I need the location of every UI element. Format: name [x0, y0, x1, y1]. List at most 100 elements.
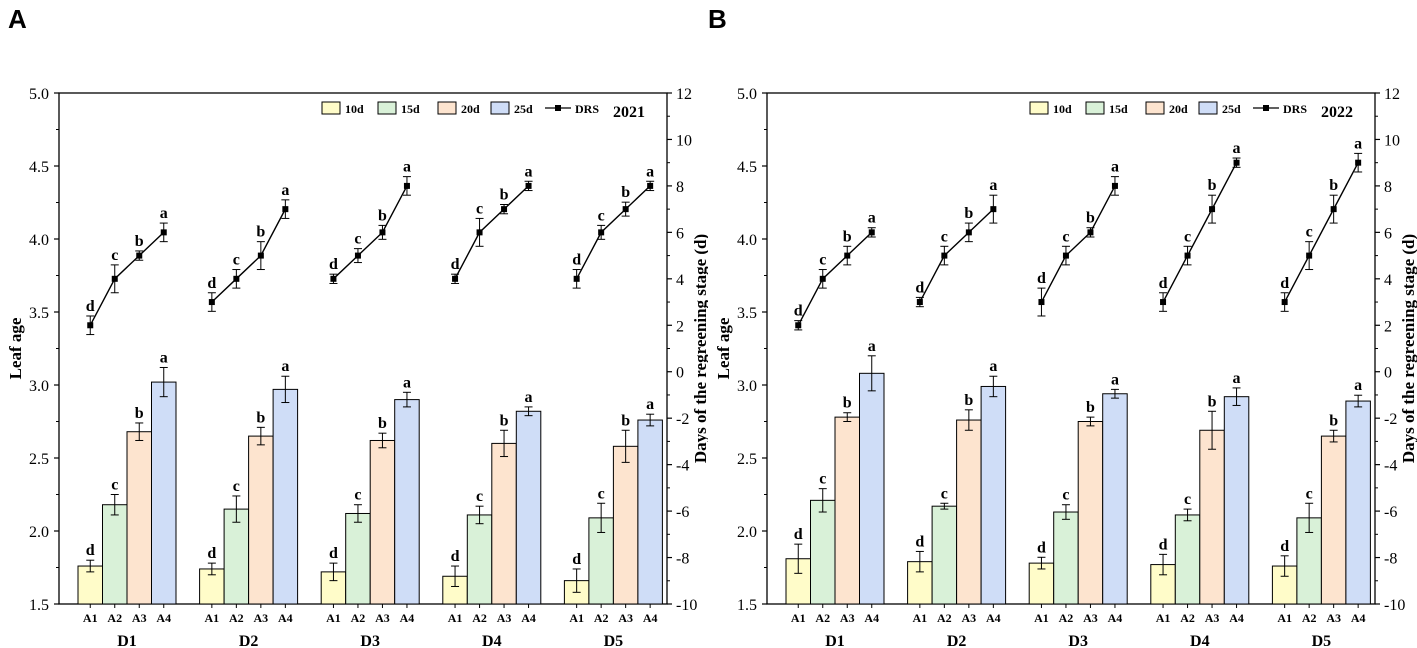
panel-label-b: B	[708, 4, 727, 34]
x-tick-label: A2	[1059, 611, 1074, 625]
drs-point	[208, 299, 215, 306]
x-tick-label: A4	[278, 611, 293, 625]
drs-line-D5	[576, 185, 651, 280]
left-tick-label: 5.0	[29, 86, 49, 103]
x-tick-label: A3	[1326, 611, 1341, 625]
right-tick-label: -2	[676, 411, 689, 428]
drs-significance-letter: a	[160, 205, 168, 222]
bar-significance-letter: b	[135, 405, 144, 422]
drs-significance-letter: b	[1329, 177, 1338, 194]
drs-point	[965, 229, 972, 236]
legend-swatch-25d	[490, 101, 510, 115]
drs-significance-letter: b	[621, 184, 630, 201]
bar-D5-A4	[637, 419, 663, 605]
right-tick-label: 12	[1384, 86, 1400, 103]
bar-D1-A2	[810, 499, 836, 605]
drs-point	[844, 252, 851, 259]
drs-significance-letter: c	[233, 252, 240, 269]
drs-point	[1111, 182, 1118, 189]
left-tick-label: 1.5	[29, 597, 49, 614]
bar-significance-letter: a	[646, 396, 654, 413]
drs-point	[1330, 206, 1337, 213]
right-tick-label: 4	[676, 272, 684, 289]
bar-significance-letter: b	[378, 415, 387, 432]
bar-D1-A4	[151, 381, 177, 605]
x-tick-label: A3	[132, 611, 147, 625]
left-tick-label: 3.0	[737, 378, 757, 395]
bar-significance-letter: a	[525, 389, 533, 406]
drs-significance-letter: d	[572, 252, 581, 269]
bar-significance-letter: a	[1111, 371, 1119, 388]
year-label: 2022	[1321, 104, 1353, 121]
drs-point	[525, 182, 532, 189]
right-tick-label: 8	[676, 179, 684, 196]
right-tick-label: 2	[676, 318, 684, 335]
right-tick-label: -4	[1384, 458, 1397, 475]
drs-line-D3	[1040, 185, 1116, 303]
drs-line-D2	[211, 208, 286, 303]
x-tick-label: A4	[1229, 611, 1244, 625]
legend-swatch-10d	[321, 101, 341, 115]
right-tick-label: -6	[676, 504, 689, 521]
x-tick-label: A4	[864, 611, 879, 625]
x-tick-label: A1	[205, 611, 220, 625]
drs-point	[1038, 299, 1045, 306]
x-tick-label: A2	[107, 611, 122, 625]
right-tick-label: -8	[676, 551, 689, 568]
left-axis-title: Leaf age	[714, 317, 733, 379]
group-label-D5: D5	[1312, 633, 1332, 648]
x-tick-label: A2	[229, 611, 244, 625]
right-tick-label: 2	[1384, 318, 1392, 335]
x-tick-label: A3	[497, 611, 512, 625]
drs-line-D4	[454, 185, 530, 280]
bar-significance-letter: d	[207, 545, 216, 562]
bar-significance-letter: a	[1354, 377, 1362, 394]
drs-significance-letter: a	[1111, 159, 1119, 176]
bar-D4-A2	[466, 514, 493, 605]
drs-significance-letter: a	[1233, 140, 1241, 157]
drs-point	[647, 182, 654, 189]
group-label-D3: D3	[360, 633, 380, 648]
group-label-D1: D1	[117, 633, 137, 648]
right-axis-title: Days of the regreening stage (d)	[1399, 234, 1417, 463]
right-tick-label: 6	[676, 225, 684, 242]
right-tick-label: -10	[676, 597, 697, 614]
drs-line-D2	[919, 208, 994, 303]
drs-point	[111, 275, 118, 282]
drs-point	[233, 275, 240, 282]
bar-D3-A4	[1102, 393, 1128, 605]
drs-significance-letter: d	[86, 298, 95, 315]
right-tick-label: -10	[1384, 597, 1405, 614]
drs-significance-letter: d	[329, 256, 338, 273]
bar-significance-letter: d	[794, 526, 803, 543]
drs-point	[1062, 252, 1069, 259]
left-tick-label: 4.5	[737, 159, 757, 176]
bar-significance-letter: c	[111, 477, 118, 494]
group-label-D2: D2	[947, 633, 967, 648]
right-tick-label: 10	[676, 132, 692, 149]
legend-swatch-15d	[377, 101, 397, 115]
x-tick-label: A4	[643, 611, 658, 625]
x-tick-label: A4	[156, 611, 171, 625]
bar-significance-letter: b	[843, 395, 852, 412]
bar-D2-A3	[956, 419, 982, 605]
x-tick-label: A3	[962, 611, 977, 625]
left-tick-label: 4.5	[29, 159, 49, 176]
drs-point	[1281, 299, 1288, 306]
group-label-D1: D1	[825, 633, 845, 648]
drs-significance-letter: c	[598, 207, 605, 224]
left-tick-label: 2.5	[29, 451, 49, 468]
bar-significance-letter: a	[160, 349, 168, 366]
drs-significance-letter: c	[1306, 224, 1313, 241]
x-tick-label: A1	[83, 611, 98, 625]
drs-point	[1209, 206, 1216, 213]
legend-marker-drs	[1263, 105, 1269, 111]
drs-line-D1	[89, 231, 165, 326]
drs-line-D1	[797, 231, 873, 326]
legend-label-drs: DRS	[575, 102, 599, 116]
legend-marker-drs	[555, 105, 561, 111]
left-tick-label: 3.0	[29, 378, 49, 395]
panel-label-a: A	[8, 4, 27, 34]
bar-significance-letter: c	[1062, 487, 1069, 504]
drs-significance-letter: b	[1208, 177, 1217, 194]
